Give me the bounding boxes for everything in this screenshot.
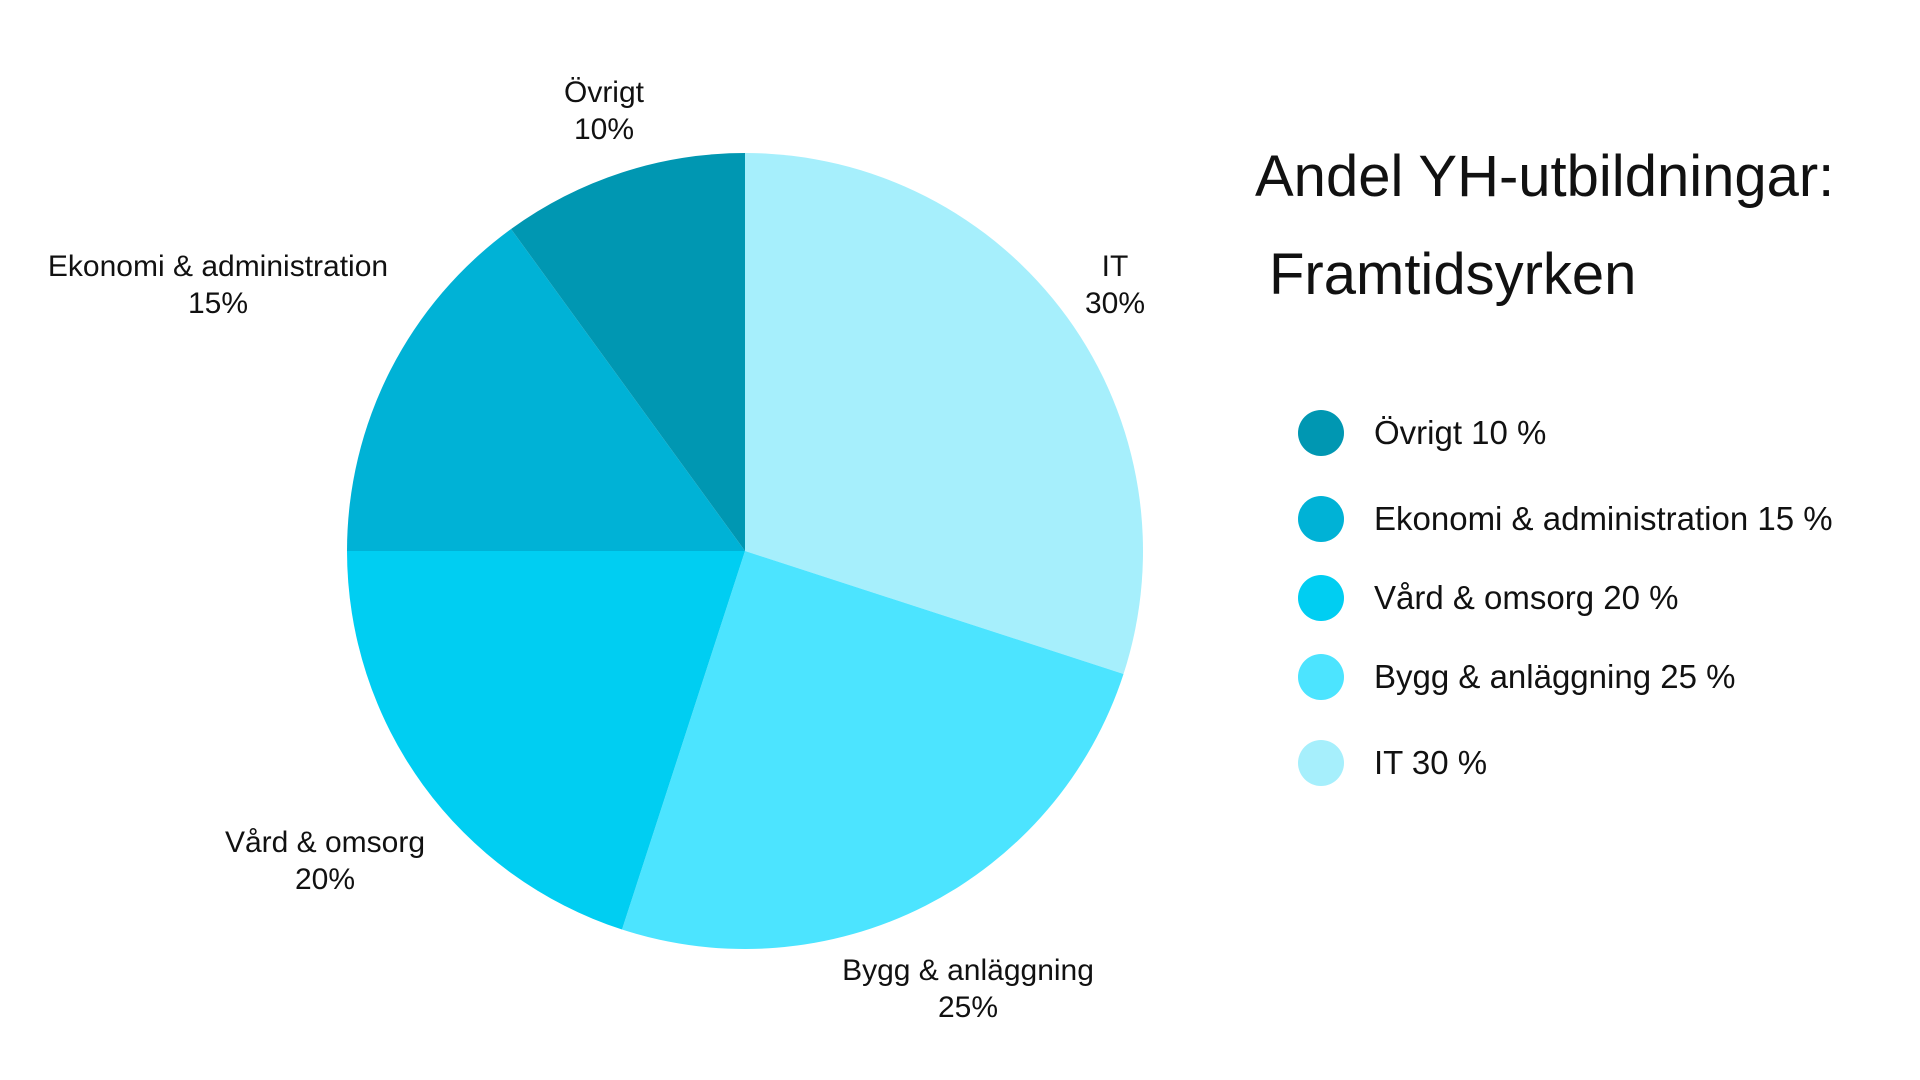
pie-slice-0 [745, 153, 1143, 674]
slice-label-value: 30% [1085, 287, 1145, 320]
legend-label: IT 30 % [1374, 744, 1488, 781]
chart-title-line1: Andel YH-utbildningar: [1255, 144, 1835, 209]
pie-slice-1 [622, 551, 1124, 949]
slice-label-name: Ekonomi & administration [48, 250, 388, 283]
slice-label-value: 20% [295, 863, 355, 896]
slice-labels: IT 30% Bygg & anläggning 25% Vård & omsorg 20… [48, 76, 1145, 1024]
slice-label-name: Vård & omsorg [225, 826, 425, 859]
slice-label-name: Övrigt [564, 76, 645, 109]
slice-label-value: 15% [188, 287, 248, 320]
pie-slice-2 [347, 551, 745, 930]
slice-label-name: Bygg & anläggning [842, 954, 1094, 987]
legend-item-bygg: Bygg & anläggning 25 % [1298, 654, 1735, 700]
legend-swatch [1298, 410, 1344, 456]
legend-item-vard: Vård & omsorg 20 % [1298, 575, 1678, 621]
slice-label-name: IT [1102, 250, 1129, 283]
legend-swatch [1298, 575, 1344, 621]
slice-label-value: 25% [938, 991, 998, 1024]
legend-item-ekonomi: Ekonomi & administration 15 % [1298, 496, 1833, 542]
pie-slices [347, 153, 1143, 949]
chart-title-line2: Framtidsyrken [1269, 242, 1637, 307]
legend-item-ovrigt: Övrigt 10 % [1298, 410, 1546, 456]
chart-title: Andel YH-utbildningar: Framtidsyrken [1255, 128, 1915, 324]
pie-slice-4 [511, 153, 745, 551]
legend-swatch [1298, 740, 1344, 786]
legend-swatch [1298, 654, 1344, 700]
legend-swatch [1298, 496, 1344, 542]
legend-label: Vård & omsorg 20 % [1374, 579, 1679, 616]
legend-label: Bygg & anläggning 25 % [1374, 658, 1736, 695]
legend-label: Ekonomi & administration 15 % [1374, 500, 1833, 537]
slice-label-value: 10% [574, 113, 634, 146]
legend-label: Övrigt 10 % [1374, 414, 1547, 451]
legend-item-it: IT 30 % [1298, 740, 1487, 786]
pie-slice-3 [347, 229, 745, 551]
